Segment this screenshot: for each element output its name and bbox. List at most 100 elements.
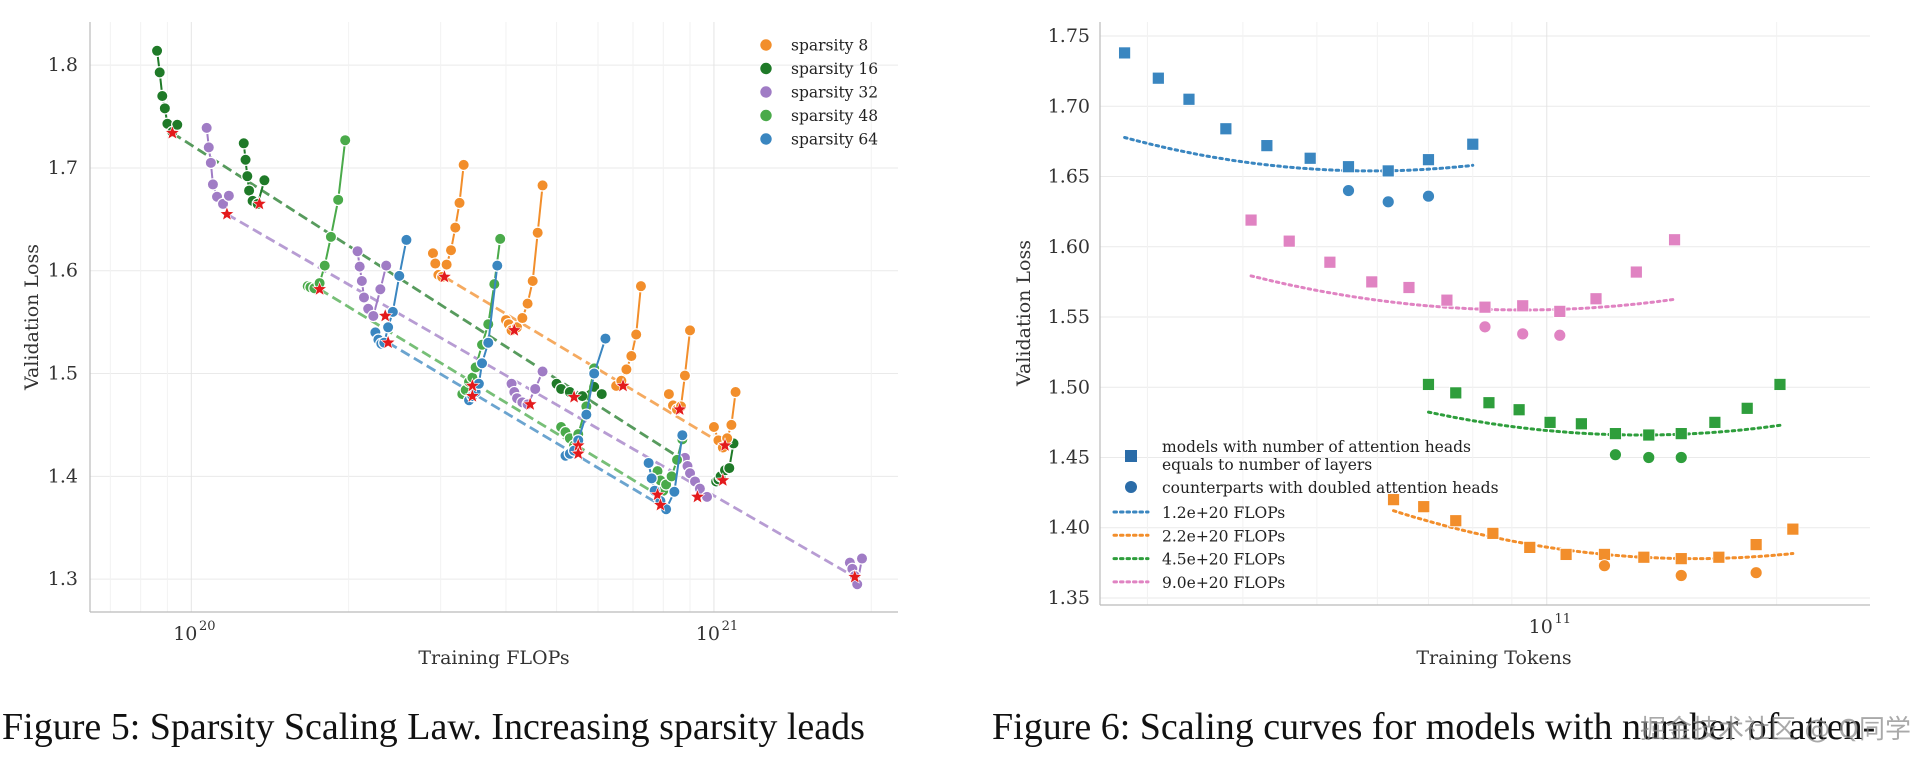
square-point-1-2e-20-FLOPs (1118, 46, 1131, 60)
x-axis-label-6: Training Tokens (1416, 647, 1571, 669)
fit-curve-1-2e-20-FLOPs (1123, 136, 1475, 173)
circle-point-4-5e-20-FLOPs (1642, 451, 1656, 464)
square-point-2-2e-20-FLOPs (1598, 548, 1611, 561)
data-point-sparsity-48 (324, 230, 338, 244)
data-point-sparsity-48 (482, 317, 495, 331)
data-point-sparsity-8 (625, 349, 638, 363)
legend-marker-sparsity-32 (759, 85, 773, 99)
x-tick-label-5: 10 (173, 623, 197, 645)
x-tick-labels-6: 10 11 (1529, 612, 1571, 638)
data-point-sparsity-32 (204, 156, 218, 170)
optimum-star (251, 195, 268, 211)
optimum-star (566, 388, 583, 404)
data-point-sparsity-8 (531, 226, 544, 239)
data-point-sparsity-8 (444, 243, 458, 257)
data-point-sparsity-8 (707, 420, 721, 434)
data-point-sparsity-32 (200, 121, 213, 135)
figure-5-caption: Figure 5: Sparsity Scaling Law. Increasi… (2, 706, 865, 748)
square-point-2-2e-20-FLOPs (1523, 541, 1537, 554)
circle-point-1-2e-20-FLOPs (1381, 195, 1395, 209)
legend-label-flops: 1.2e+20 FLOPs (1162, 504, 1285, 522)
fit-line-sparsity-48 (318, 288, 659, 497)
data-point-sparsity-64 (381, 321, 395, 334)
y-axis-label-5: Validation Loss (21, 244, 43, 391)
legend-marker-sparsity-8 (759, 38, 773, 52)
data-point-sparsity-48 (318, 259, 331, 272)
optimum-star (164, 124, 181, 140)
data-point-sparsity-32 (374, 283, 387, 296)
data-point-sparsity-8 (429, 257, 442, 270)
data-point-sparsity-48 (670, 453, 684, 467)
data-point-sparsity-32 (700, 490, 714, 504)
square-point-2-2e-20-FLOPs (1712, 550, 1726, 564)
data-point-sparsity-48 (338, 134, 352, 147)
legend-marker-sparsity-48 (759, 108, 773, 123)
legend-circle-marker (1125, 481, 1137, 493)
circle-point-2-2e-20-FLOPs (1674, 569, 1688, 582)
data-point-sparsity-32 (528, 382, 542, 396)
data-point-sparsity-32 (216, 197, 230, 211)
square-point-1-2e-20-FLOPs (1182, 92, 1196, 106)
optimum-star (570, 445, 587, 461)
legend-label-sparsity-48: sparsity 48 (791, 107, 878, 125)
data-point-sparsity-16 (258, 174, 271, 187)
data-point-sparsity-16 (150, 44, 164, 57)
square-point-4-5e-20-FLOPs (1422, 378, 1435, 391)
data-point-sparsity-32 (351, 245, 364, 258)
data-point-sparsity-8 (449, 221, 462, 234)
square-point-4-5e-20-FLOPs (1773, 378, 1787, 391)
data-point-sparsity-16 (239, 153, 252, 166)
square-point-4-5e-20-FLOPs (1449, 386, 1463, 400)
legend-label-sparsity-8: sparsity 8 (791, 37, 868, 55)
data-point-sparsity-64 (587, 367, 601, 380)
data-point-sparsity-64 (668, 485, 681, 498)
fit-curves-6 (1123, 136, 1795, 561)
square-point-2-2e-20-FLOPs (1559, 548, 1573, 561)
x-tick-labels-5: 10 20 10 21 (173, 619, 738, 645)
y-tick-labels-6: 1.35 1.40 1.45 1.50 1.55 1.60 1.65 1.70 1.75 (1048, 25, 1090, 609)
square-point-9-0e-20-FLOPs (1282, 234, 1296, 248)
data-point-sparsity-64 (676, 429, 689, 442)
square-point-4-5e-20-FLOPs (1609, 427, 1622, 441)
y-tick-label-5: 1.7 (48, 157, 78, 179)
data-point-sparsity-8 (729, 385, 742, 399)
data-point-sparsity-64 (645, 472, 658, 485)
figure-canvas: 1.31.41.51.61.71.8 10 20 10 21 sparsity 8 sp… (21, 22, 1870, 669)
square-point-4-5e-20-FLOPs (1674, 427, 1688, 441)
data-point-sparsity-8 (678, 369, 692, 382)
data-point-sparsity-64 (482, 336, 495, 349)
data-point-sparsity-8 (662, 387, 676, 401)
legend-label-sparsity-16: sparsity 16 (791, 60, 878, 78)
y-tick-label-5: 1.3 (48, 568, 78, 590)
circle-point-1-2e-20-FLOPs (1422, 189, 1435, 203)
figure-6-caption: Figure 6: Scaling curves for models with… (992, 706, 1876, 748)
circle-point-9-0e-20-FLOPs (1553, 328, 1567, 342)
optimum-star (311, 280, 328, 296)
data-point-sparsity-8 (683, 324, 697, 337)
square-point-1-2e-20-FLOPs (1151, 71, 1165, 85)
data-point-sparsity-32 (355, 274, 369, 288)
square-point-2-2e-20-FLOPs (1417, 500, 1431, 514)
square-point-1-2e-20-FLOPs (1219, 122, 1233, 136)
square-point-9-0e-20-FLOPs (1402, 281, 1416, 294)
circle-point-2-2e-20-FLOPs (1598, 559, 1611, 573)
data-point-sparsity-16 (723, 461, 736, 475)
square-point-4-5e-20-FLOPs (1512, 403, 1526, 417)
legend-label-sparsity-64: sparsity 64 (791, 131, 878, 149)
data-point-sparsity-8 (426, 247, 440, 260)
data-point-sparsity-8 (536, 179, 549, 192)
y-tick-labels-5: 1.3 1.4 1.5 1.6 1.7 1.8 (48, 54, 78, 590)
x-tick-exponent-5: 20 (199, 619, 216, 634)
square-point-4-5e-20-FLOPs (1543, 415, 1557, 429)
optimum-star (506, 322, 523, 338)
y-tick-label-6: 1.60 (1048, 236, 1090, 258)
y-tick-label-6: 1.50 (1048, 376, 1090, 398)
data-point-sparsity-8 (725, 418, 738, 432)
y-tick-label-6: 1.35 (1048, 587, 1090, 609)
legend-label-flops: 9.0e+20 FLOPs (1162, 574, 1285, 592)
x-axis-label-5: Training FLOPs (418, 647, 569, 669)
data-point-sparsity-8 (440, 258, 453, 271)
data-point-sparsity-32 (206, 178, 220, 191)
legend-label-square: models with number of attention heads (1162, 438, 1471, 456)
optimum-star (436, 268, 453, 284)
